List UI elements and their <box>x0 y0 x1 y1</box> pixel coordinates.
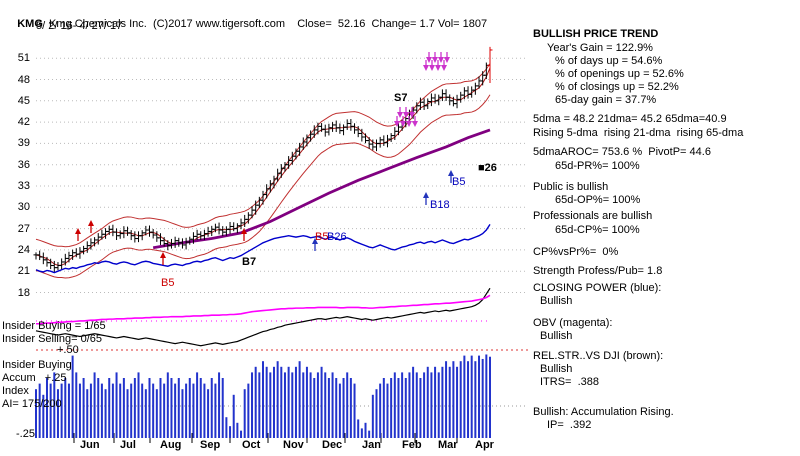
month-label-aug: Aug <box>160 439 182 451</box>
month-label-dec: Dec <box>322 439 343 451</box>
signal-label: B5 <box>161 277 174 289</box>
panel-line-5: 65-day gain = 37.7% <box>555 94 657 106</box>
panel-line-2: % of days up = 54.6% <box>555 55 663 67</box>
panel-line-15: Strength Profess/Pub= 1.8 <box>533 265 663 277</box>
price-tick-27: 27 <box>17 223 30 235</box>
left-label-0: Insider Buying = 1/65 <box>2 320 106 332</box>
price-tick-24: 24 <box>17 244 30 256</box>
price-tick-21: 21 <box>17 265 30 277</box>
price-tick-30: 30 <box>17 201 30 213</box>
panel-line-19: Bullish <box>540 330 573 342</box>
panel-line-7: Rising 5-dma rising 21-dma rising 65-dma <box>533 127 744 139</box>
left-label-1: Insider Selling= 0/65 <box>2 333 102 345</box>
month-label-oct: Oct <box>242 439 261 451</box>
panel-line-13: 65d-CP%= 100% <box>555 224 640 236</box>
month-label-apr: Apr <box>475 439 494 451</box>
panel-line-3: % of openings up = 52.6% <box>555 68 684 80</box>
panel-line-9: 65d-PR%= 100% <box>555 160 640 172</box>
left-label-2: +.50 <box>57 344 79 356</box>
panel-line-16: CLOSING POWER (blue): <box>533 282 662 294</box>
rel-strength-line <box>35 287 491 347</box>
panel-line-23: Bullish: Accumulation Rising. <box>533 406 674 418</box>
panel-line-17: Bullish <box>540 295 573 307</box>
panel-line-12: Professionals are bullish <box>533 210 653 222</box>
date-range: 5/ 2/ 16- 4/ 27/ 17 <box>36 20 123 32</box>
left-label-7: -.25 <box>16 428 35 440</box>
price-tick-48: 48 <box>17 74 30 86</box>
month-label-sep: Sep <box>200 439 221 451</box>
signal-label: B18 <box>430 199 450 211</box>
panel-line-24: IP= .392 <box>547 419 592 431</box>
ticker-symbol: KMG <box>17 18 43 30</box>
ma-lines <box>35 63 491 279</box>
obv-line <box>36 294 491 325</box>
header: KMG Kmg Chemicals Inc. (C)2017 www.tiger… <box>5 6 487 42</box>
price-tick-39: 39 <box>17 137 30 149</box>
signal-label: B26 <box>327 231 347 243</box>
panel-line-0: BULLISH PRICE TREND <box>533 28 659 40</box>
price-tick-45: 45 <box>17 95 30 107</box>
left-label-4: Accum +.25 <box>2 372 67 384</box>
accum-histogram <box>35 354 491 438</box>
panel-line-4: % of closings up = 52.2% <box>555 81 679 93</box>
month-label-nov: Nov <box>283 439 304 451</box>
price-tick-18: 18 <box>17 287 30 299</box>
candles-layer <box>33 46 493 273</box>
month-label-jan: Jan <box>362 439 381 451</box>
signal-label: S7 <box>394 92 407 104</box>
panel-line-10: Public is bullish <box>533 181 609 193</box>
signal-label: B5 <box>452 176 465 188</box>
month-label-feb: Feb <box>402 439 422 451</box>
price-tick-33: 33 <box>17 180 30 192</box>
left-label-3: Insider Buying <box>2 359 72 371</box>
grid-layer <box>36 57 528 407</box>
company-title: Kmg Chemicals Inc. (C)2017 www.tigersoft… <box>42 18 298 30</box>
month-label-jun: Jun <box>80 439 100 451</box>
signal-label: ■26 <box>478 162 497 174</box>
month-label-jul: Jul <box>120 439 136 451</box>
panel-line-14: CP%vsPr%= 0% <box>533 246 619 258</box>
signal-label: B5 <box>315 231 328 243</box>
panel-line-6: 5dma = 48.2 21dma= 45.2 65dma=40.9 <box>533 113 727 125</box>
panel-line-20: REL.STR..VS DJI (brown): <box>533 350 664 362</box>
signal-label: B7 <box>242 256 256 268</box>
signal-arrows <box>75 52 454 265</box>
closing-power-line <box>35 223 491 274</box>
left-label-5: Index <box>2 385 29 397</box>
price-tick-51: 51 <box>17 52 30 64</box>
panel-line-22: ITRS= .388 <box>540 376 600 388</box>
panel-line-1: Year's Gain = 122.9% <box>547 42 653 54</box>
month-label-mar: Mar <box>438 439 458 451</box>
quote-stats: Close= 52.16 Change= 1.7 Vol= 1807 <box>297 18 488 30</box>
price-tick-42: 42 <box>17 116 30 128</box>
price-tick-36: 36 <box>17 159 30 171</box>
panel-line-8: 5dmaAROC= 753.6 % PivotP= 44.6 <box>533 146 711 158</box>
panel-line-21: Bullish <box>540 363 573 375</box>
panel-line-11: 65d-OP%= 100% <box>555 194 641 206</box>
panel-line-18: OBV (magenta): <box>533 317 613 329</box>
left-label-6: AI= 175/200 <box>2 398 62 410</box>
